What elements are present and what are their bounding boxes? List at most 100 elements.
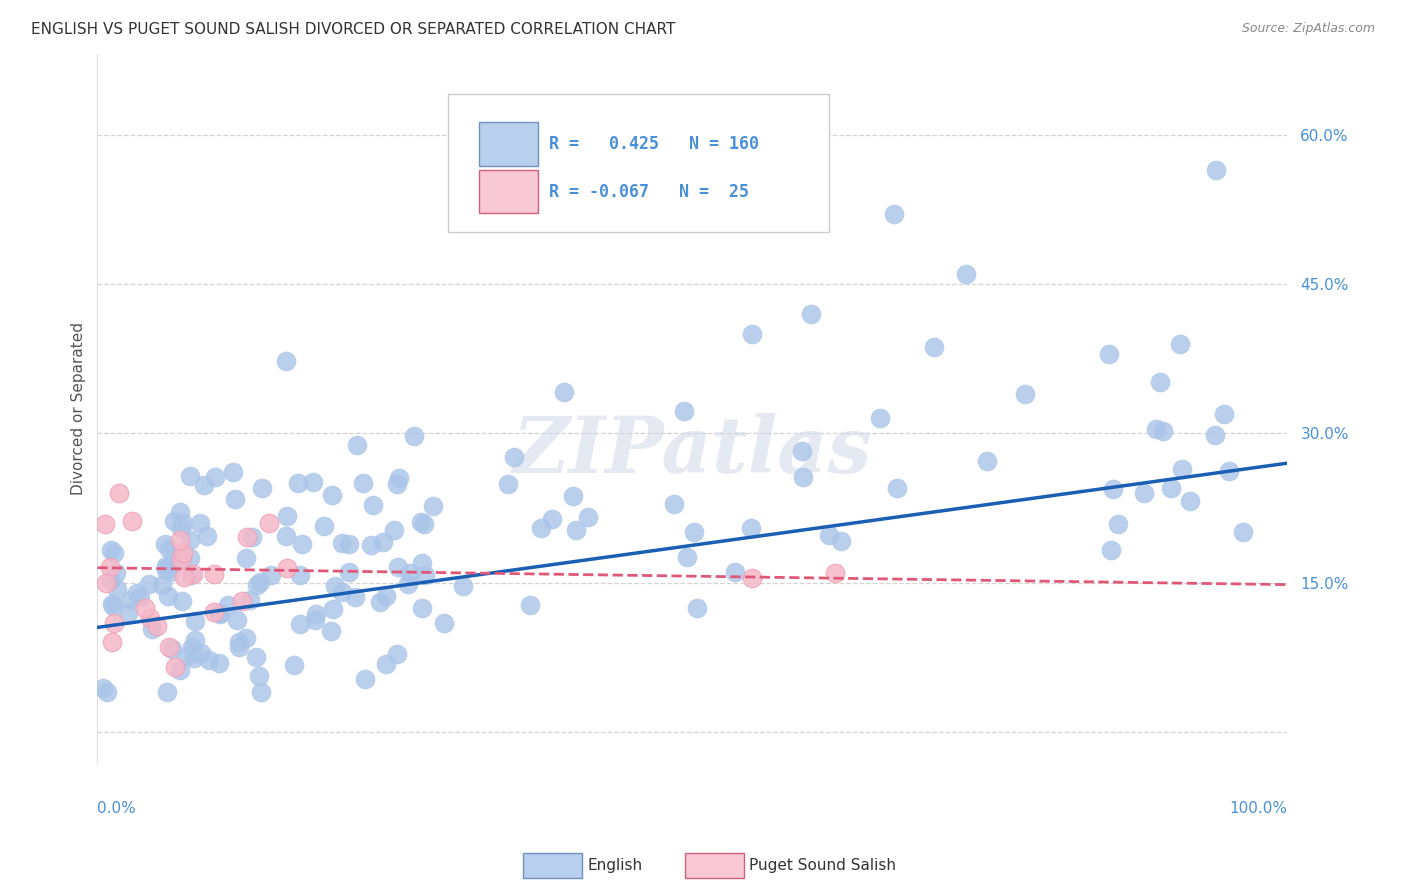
Point	[217, 599, 239, 613]
Point	[179, 550, 201, 565]
Point	[276, 354, 298, 368]
Point	[125, 586, 148, 600]
Point	[204, 470, 226, 484]
Text: R = -0.067   N =  25: R = -0.067 N = 25	[550, 183, 749, 201]
Point	[291, 537, 314, 551]
Point	[824, 566, 846, 580]
Point	[319, 624, 342, 638]
Point	[323, 579, 346, 593]
Point	[411, 601, 433, 615]
Point	[100, 634, 122, 648]
Point	[955, 267, 977, 281]
Point	[361, 498, 384, 512]
Point	[1098, 347, 1121, 361]
Point	[226, 613, 249, 627]
Point	[235, 631, 257, 645]
Point	[160, 641, 183, 656]
Point	[155, 559, 177, 574]
Point	[105, 582, 128, 597]
Point	[156, 560, 179, 574]
Point	[540, 512, 562, 526]
Point	[138, 577, 160, 591]
Point	[94, 517, 117, 532]
Point	[723, 565, 745, 579]
Point	[121, 514, 143, 528]
Point	[1144, 422, 1167, 436]
Point	[163, 660, 186, 674]
Point	[100, 597, 122, 611]
Point	[183, 651, 205, 665]
Point	[98, 560, 121, 574]
Point	[163, 514, 186, 528]
Point	[176, 648, 198, 663]
Point	[228, 635, 250, 649]
Point	[1099, 543, 1122, 558]
Point	[387, 560, 409, 574]
Point	[173, 570, 195, 584]
Point	[153, 536, 176, 550]
Text: 0.0%: 0.0%	[97, 801, 136, 815]
Point	[519, 598, 541, 612]
Point	[360, 538, 382, 552]
Point	[100, 573, 122, 587]
Point	[1152, 424, 1174, 438]
Point	[249, 685, 271, 699]
Point	[301, 475, 323, 489]
Point	[686, 601, 709, 615]
Point	[304, 613, 326, 627]
Point	[180, 568, 202, 582]
Point	[741, 571, 763, 585]
Point	[276, 561, 298, 575]
Point	[184, 614, 207, 628]
Point	[382, 523, 405, 537]
Point	[330, 584, 353, 599]
Point	[134, 601, 156, 615]
Point	[385, 647, 408, 661]
Point	[1149, 376, 1171, 390]
Point	[250, 481, 273, 495]
Point	[396, 576, 419, 591]
Point	[100, 542, 122, 557]
Point	[1205, 162, 1227, 177]
Point	[883, 207, 905, 221]
Point	[371, 535, 394, 549]
Point	[94, 576, 117, 591]
Point	[288, 568, 311, 582]
Point	[155, 563, 177, 577]
Point	[1014, 386, 1036, 401]
Point	[385, 477, 408, 491]
Point	[337, 537, 360, 551]
Point	[976, 454, 998, 468]
Point	[352, 476, 374, 491]
Point	[156, 685, 179, 699]
Point	[246, 578, 269, 592]
Point	[321, 601, 343, 615]
Point	[321, 488, 343, 502]
Point	[141, 622, 163, 636]
Point	[673, 403, 696, 417]
Point	[337, 565, 360, 579]
Point	[181, 566, 204, 581]
Point	[1107, 516, 1129, 531]
Point	[157, 542, 180, 557]
Point	[103, 545, 125, 559]
Point	[208, 607, 231, 621]
Y-axis label: Divorced or Separated: Divorced or Separated	[72, 322, 86, 495]
Point	[1101, 482, 1123, 496]
Point	[276, 529, 298, 543]
Point	[224, 491, 246, 506]
Point	[413, 516, 436, 531]
Point	[129, 590, 152, 604]
Text: 100.0%: 100.0%	[1229, 801, 1286, 815]
Point	[399, 566, 422, 580]
Point	[146, 618, 169, 632]
FancyBboxPatch shape	[479, 169, 537, 213]
Text: English: English	[588, 858, 643, 872]
Point	[287, 476, 309, 491]
Point	[260, 567, 283, 582]
Point	[239, 593, 262, 607]
Point	[118, 593, 141, 607]
Point	[561, 489, 583, 503]
Point	[208, 656, 231, 670]
Point	[375, 590, 398, 604]
